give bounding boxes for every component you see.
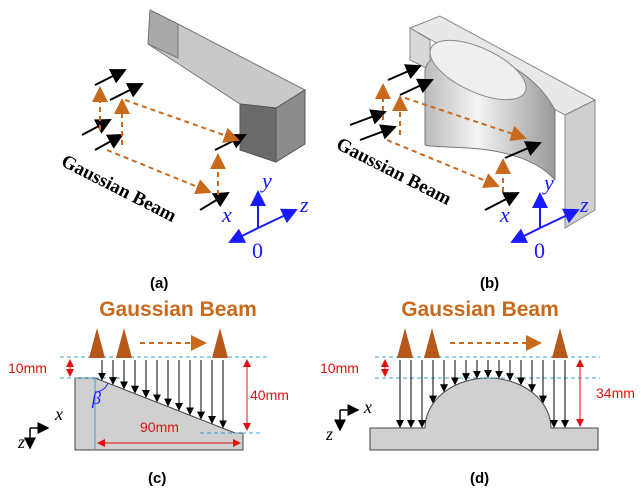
label: 40mm (250, 387, 289, 403)
label: β (91, 388, 101, 408)
shape (230, 192, 296, 242)
label: 10mm (8, 360, 47, 376)
label: z (325, 424, 333, 444)
panel-a: Gaussian Beam y x z 0 (a) (58, 10, 309, 292)
figure: Gaussian Beam y x z 0 (a) Gaussian Beam … (0, 0, 641, 489)
label: 34mm (596, 385, 635, 401)
beam-source (397, 328, 413, 358)
shape (95, 135, 122, 150)
label: z (299, 192, 309, 217)
shape (240, 104, 276, 162)
label: (b) (480, 275, 499, 292)
label: x (54, 404, 63, 424)
beam-source (89, 328, 105, 358)
label: x (221, 202, 232, 227)
shape (110, 84, 142, 100)
panel-c: Gaussian Beam 10mm 40mm 90mm β x z (c) (8, 298, 289, 487)
shape (82, 120, 110, 135)
beam-source (212, 328, 228, 358)
label: (c) (148, 470, 166, 487)
shape (340, 410, 358, 430)
label: (d) (470, 470, 489, 487)
shape (370, 378, 598, 450)
label: 0 (252, 238, 263, 263)
label: y (260, 168, 272, 193)
label: Gaussian Beam (401, 298, 559, 321)
label: Gaussian Beam (99, 298, 257, 321)
shape (258, 210, 296, 228)
label: Gaussian Beam (58, 151, 180, 227)
label: y (542, 170, 554, 195)
panel-b: Gaussian Beam y x z 0 (b) (333, 16, 595, 292)
label: 10mm (320, 360, 359, 376)
shape (388, 66, 420, 80)
shape (350, 112, 385, 125)
label: z (17, 432, 25, 452)
beam-source (116, 328, 132, 358)
shape (95, 70, 125, 85)
shape (360, 127, 395, 140)
panel-d: Gaussian Beam 10mm 34mm x z (d) (320, 298, 635, 487)
label: z (579, 192, 589, 217)
beam-source (552, 328, 568, 358)
label: 0 (534, 238, 545, 263)
label: 90mm (140, 419, 179, 435)
label: x (363, 397, 372, 417)
beam-source (424, 328, 440, 358)
shape (125, 100, 238, 140)
shape (30, 428, 48, 448)
label: x (499, 202, 510, 227)
shape (148, 10, 178, 58)
label: (a) (150, 275, 168, 292)
